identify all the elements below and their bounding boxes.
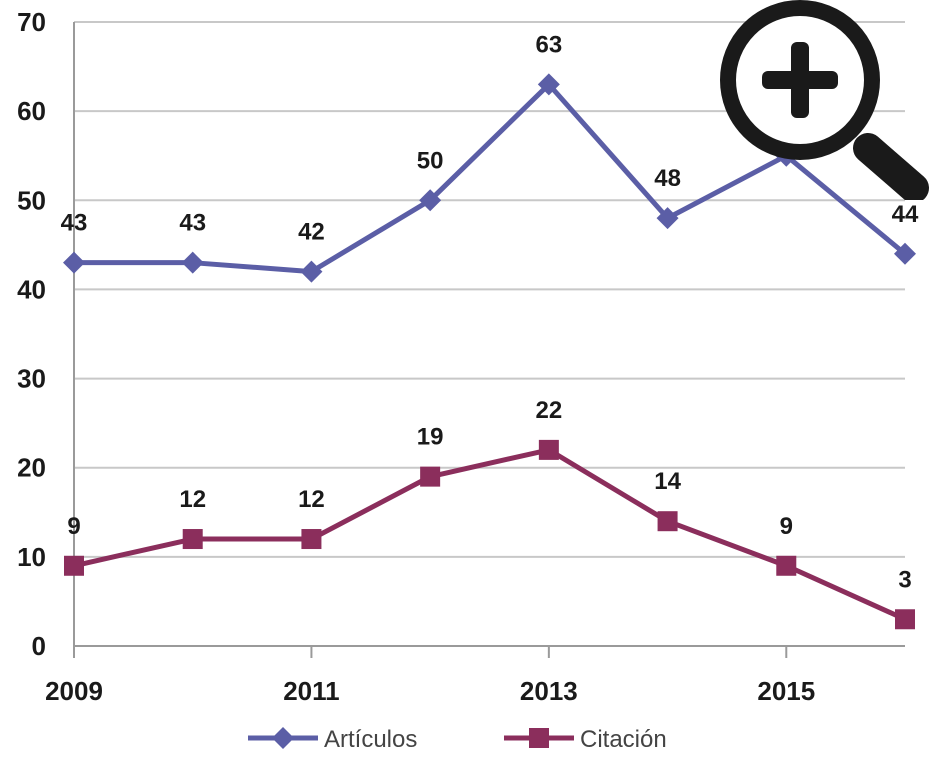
square-marker — [776, 555, 797, 576]
square-marker — [895, 609, 915, 630]
legend-square-marker — [529, 728, 549, 748]
legend-label: Citación — [580, 726, 667, 753]
y-tick-label: 40 — [17, 274, 46, 304]
y-tick-label: 30 — [17, 364, 46, 394]
diamond-marker — [419, 189, 442, 212]
data-label: 22 — [536, 397, 563, 424]
series-line-0 — [74, 81, 907, 275]
y-tick-label: 20 — [17, 453, 46, 483]
data-label: 42 — [298, 219, 325, 246]
diamond-marker — [300, 260, 323, 283]
square-marker — [182, 529, 203, 550]
axes: 0 10 20 30 40 50 60 70 2009 2011 2013 2015 — [17, 7, 905, 706]
x-tick-label: 2009 — [45, 676, 103, 706]
data-labels: 43 43 42 50 63 48 44 9 12 12 19 22 14 9 3 — [61, 31, 919, 593]
y-tick-label: 60 — [17, 96, 46, 126]
data-label: 63 — [536, 31, 563, 58]
square-marker — [301, 529, 322, 550]
zoom-in-magnifier-icon — [720, 0, 929, 203]
data-label: 43 — [61, 210, 88, 237]
data-label: 3 — [898, 566, 911, 593]
data-label: 50 — [417, 147, 444, 174]
zoom-in-button[interactable] — [718, 0, 930, 203]
square-marker — [64, 555, 84, 576]
square-marker — [420, 466, 441, 487]
diamond-marker — [656, 207, 679, 230]
y-tick-label: 0 — [32, 631, 46, 661]
x-tick-label: 2015 — [757, 676, 815, 706]
series-markers — [63, 73, 916, 630]
data-label: 9 — [67, 513, 80, 540]
data-label: 44 — [892, 201, 919, 228]
square-marker — [657, 511, 678, 532]
square-marker — [538, 439, 559, 460]
x-tick-label: 2011 — [283, 676, 339, 706]
legend-label: Artículos — [324, 726, 417, 753]
data-label: 12 — [298, 486, 325, 513]
data-label: 19 — [417, 424, 444, 451]
y-tick-label: 70 — [17, 7, 46, 37]
data-label: 48 — [654, 165, 681, 192]
series-lines — [73, 81, 907, 622]
data-label: 12 — [179, 486, 206, 513]
data-label: 43 — [179, 210, 206, 237]
data-label: 14 — [654, 468, 681, 495]
diamond-marker — [537, 73, 560, 96]
legend: Artículos Citación — [248, 726, 667, 753]
diamond-marker — [181, 251, 204, 274]
data-label: 9 — [780, 513, 793, 540]
x-tick-label: 2013 — [520, 676, 578, 706]
diamond-marker — [63, 251, 85, 274]
legend-diamond-marker — [272, 727, 294, 749]
series-line-1 — [73, 447, 907, 622]
y-tick-label: 50 — [17, 185, 46, 215]
diamond-marker — [894, 242, 916, 265]
y-tick-label: 10 — [17, 542, 46, 572]
grid-lines — [74, 21, 905, 558]
